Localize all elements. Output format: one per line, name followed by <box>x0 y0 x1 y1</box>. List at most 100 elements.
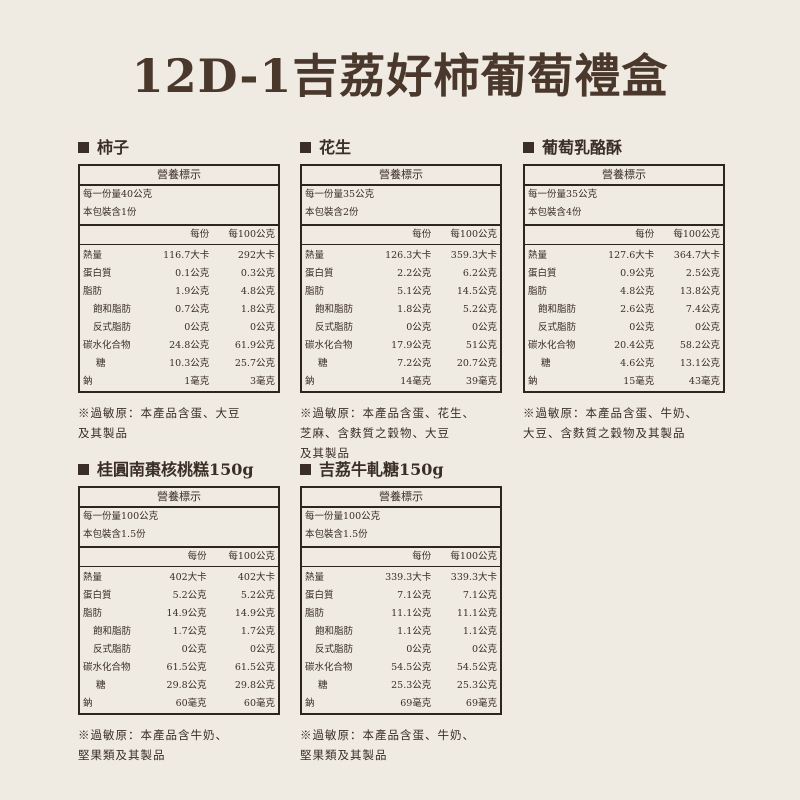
nutrient-row: 糖 29.8公克 29.8公克 <box>79 677 279 695</box>
header-per-100g: 每100公克 <box>434 547 501 567</box>
per-serving-value: 2.2公克 <box>397 268 432 279</box>
product-name: 吉荔牛軋糖150g <box>319 460 444 479</box>
servings-per-package-row: 本包裝含2份 <box>301 204 501 226</box>
per-serving-value: 127.6大卡 <box>608 250 655 261</box>
nutrient-label: 脂肪 <box>305 286 325 297</box>
allergen-line: ※過敏原：本產品含牛奶、 <box>78 728 228 742</box>
per-serving-value: 7.1公克 <box>397 590 432 601</box>
nutrient-row: 反式脂肪 0公克 0公克 <box>79 319 279 337</box>
per-100g-value: 0公克 <box>249 644 275 655</box>
serving-size: 每一份量100公克 <box>305 511 381 522</box>
per-serving-value: 24.8公克 <box>169 340 210 351</box>
per-serving-value: 14毫克 <box>400 376 432 387</box>
nutrient-label: 鈉 <box>305 698 315 709</box>
allergen-line: ※過敏原：本產品含蛋、花生、 <box>300 406 475 420</box>
allergen-line: ※過敏原：本產品含蛋、大豆 <box>78 406 241 420</box>
per-serving-value: 4.8公克 <box>620 286 655 297</box>
nutrient-row: 飽和脂肪 1.7公克 1.7公克 <box>79 623 279 641</box>
allergen-note: ※過敏原：本產品含牛奶、 堅果類及其製品 <box>78 725 282 765</box>
per-100g-value: 7.1公克 <box>462 590 497 601</box>
per-100g-value: 5.2公克 <box>240 590 275 601</box>
servings-per-package: 本包裝含4份 <box>524 204 724 226</box>
nutrient-label: 脂肪 <box>528 286 548 297</box>
per-100g-value: 339.3大卡 <box>450 572 497 583</box>
serving-size: 每一份量35公克 <box>528 189 598 200</box>
per-100g-value: 4.8公克 <box>240 286 275 297</box>
nutrient-label: 反式脂肪 <box>315 644 354 655</box>
table-title: 營養標示 <box>79 487 279 508</box>
nutrient-label: 熱量 <box>83 572 103 583</box>
per-100g-value: 359.3大卡 <box>450 250 497 261</box>
header-per-serving: 每份 <box>369 547 435 567</box>
servings-per-package-row: 本包裝含1.5份 <box>79 526 279 548</box>
page-title: 12D-1吉荔好柿葡萄禮盒 <box>131 49 669 103</box>
nutrient-row: 飽和脂肪 2.6公克 7.4公克 <box>524 301 724 319</box>
nutrient-label: 反式脂肪 <box>538 322 577 333</box>
table-title-row: 營養標示 <box>524 165 724 186</box>
nutrient-label: 脂肪 <box>305 608 325 619</box>
per-serving-value: 402大卡 <box>169 572 207 583</box>
product-section: 桂圓南棗核桃糕150g 營養標示 每一份量100公克 本包裝含1.5份 每份 每100公克… <box>78 458 282 765</box>
allergen-line: 堅果類及其製品 <box>78 748 166 762</box>
nutrition-table: 營養標示 每一份量35公克 本包裝含2份 每份 每100公克 熱量 126.3大卡 359.3… <box>300 164 502 393</box>
nutrient-row: 熱量 339.3大卡 339.3大卡 <box>301 567 501 588</box>
nutrient-label: 鈉 <box>305 376 315 387</box>
per-100g-value: 69毫克 <box>465 698 497 709</box>
per-serving-value: 0公克 <box>406 644 432 655</box>
nutrient-row: 蛋白質 2.2公克 6.2公克 <box>301 265 501 283</box>
per-serving-value: 7.2公克 <box>397 358 432 369</box>
per-100g-value: 0公克 <box>249 322 275 333</box>
nutrient-label: 碳水化合物 <box>528 340 576 351</box>
square-bullet-icon <box>523 142 534 153</box>
header-blank <box>301 547 370 567</box>
per-serving-value: 0公克 <box>184 322 210 333</box>
nutrient-label: 脂肪 <box>83 286 103 297</box>
per-100g-value: 54.5公克 <box>456 662 497 673</box>
per-100g-value: 1.7公克 <box>240 626 275 637</box>
product-name: 桂圓南棗核桃糕150g <box>97 460 254 479</box>
nutrient-row: 糖 10.3公克 25.7公克 <box>79 355 279 373</box>
per-100g-value: 39毫克 <box>465 376 497 387</box>
serving-size-row: 每一份量35公克 <box>524 185 724 204</box>
nutrient-label: 熱量 <box>305 250 325 261</box>
nutrient-row: 熱量 126.3大卡 359.3大卡 <box>301 245 501 266</box>
product-name: 柿子 <box>97 138 130 157</box>
allergen-line: 大豆、含麩質之穀物及其製品 <box>523 426 686 440</box>
per-100g-value: 61.5公克 <box>234 662 275 673</box>
nutrient-row: 碳水化合物 20.4公克 58.2公克 <box>524 337 724 355</box>
square-bullet-icon <box>300 142 311 153</box>
allergen-line: 堅果類及其製品 <box>300 748 388 762</box>
product-section: 柿子 營養標示 每一份量40公克 本包裝含1份 每份 每100公克 熱量 116.7大卡 292… <box>78 136 282 443</box>
serving-size-row: 每一份量40公克 <box>79 185 279 204</box>
table-title-row: 營養標示 <box>301 165 501 186</box>
per-serving-value: 1.7公克 <box>172 626 207 637</box>
nutrient-label: 反式脂肪 <box>315 322 354 333</box>
per-serving-value: 20.4公克 <box>614 340 655 351</box>
per-100g-value: 51公克 <box>465 340 497 351</box>
header-blank <box>79 547 151 567</box>
per-100g-value: 13.8公克 <box>679 286 720 297</box>
allergen-note: ※過敏原：本產品含蛋、花生、 芝麻、含麩質之穀物、大豆 及其製品 <box>300 403 504 463</box>
per-100g-value: 7.4公克 <box>685 304 720 315</box>
nutrient-label: 鈉 <box>528 376 538 387</box>
table-title: 營養標示 <box>301 487 501 508</box>
per-100g-value: 14.5公克 <box>456 286 497 297</box>
per-serving-value: 339.3大卡 <box>385 572 432 583</box>
product-heading: 柿子 <box>78 136 282 160</box>
serving-size: 每一份量35公克 <box>305 189 375 200</box>
header-per-serving: 每份 <box>150 547 210 567</box>
nutrient-row: 脂肪 1.9公克 4.8公克 <box>79 283 279 301</box>
per-100g-value: 43毫克 <box>688 376 720 387</box>
nutrition-table: 營養標示 每一份量100公克 本包裝含1.5份 每份 每100公克 熱量 402大卡 402大… <box>78 486 280 715</box>
nutrient-label: 鈉 <box>83 376 93 387</box>
per-100g-value: 364.7大卡 <box>673 250 720 261</box>
nutrient-label: 蛋白質 <box>305 590 334 601</box>
nutrient-row: 糖 4.6公克 13.1公克 <box>524 355 724 373</box>
product-section: 葡萄乳酪酥 營養標示 每一份量35公克 本包裝含4份 每份 每100公克 熱量 127.6大卡… <box>523 136 727 443</box>
per-serving-value: 0公克 <box>629 322 655 333</box>
nutrient-row: 脂肪 4.8公克 13.8公克 <box>524 283 724 301</box>
per-serving-value: 69毫克 <box>400 698 432 709</box>
table-title: 營養標示 <box>79 165 279 186</box>
nutrient-label: 糖 <box>96 358 106 369</box>
per-serving-value: 0公克 <box>406 322 432 333</box>
